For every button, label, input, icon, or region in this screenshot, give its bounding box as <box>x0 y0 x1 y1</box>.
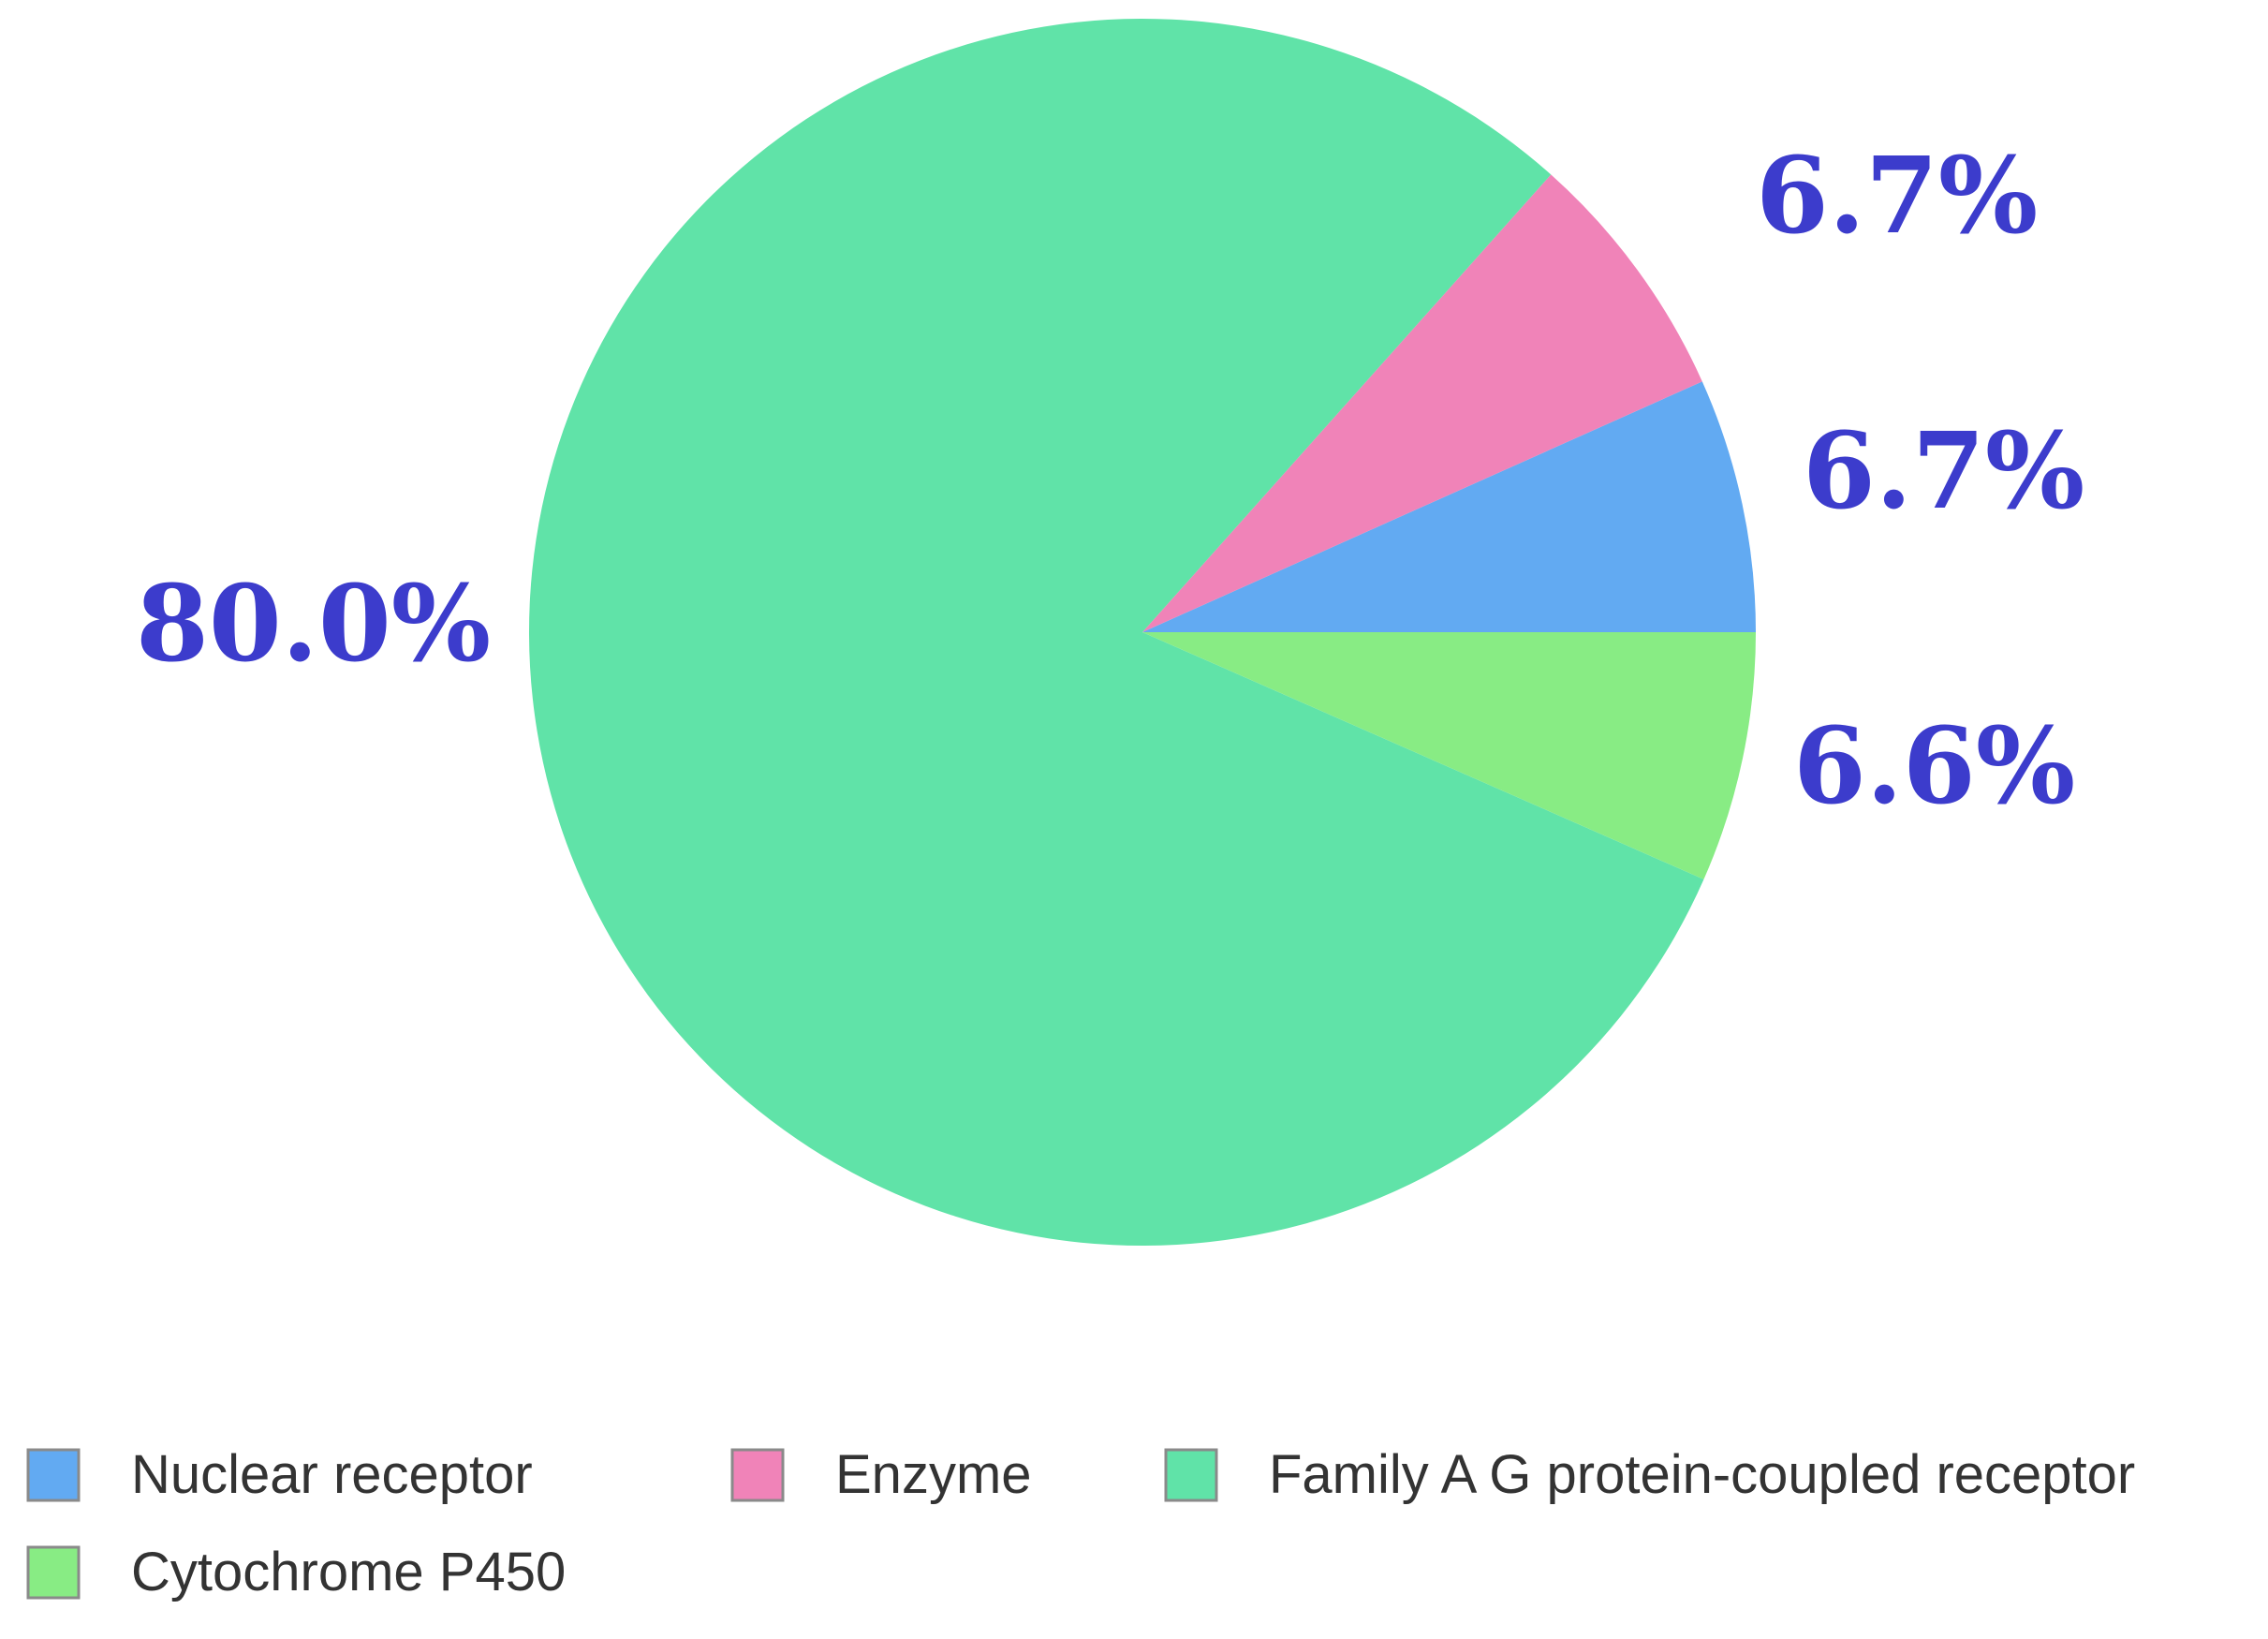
slice-labels: 6.7% 6.7% 80.0% 6.6% <box>136 135 2084 828</box>
slice-label-enzyme: 6.7% <box>1756 135 2038 258</box>
legend-swatch-family-a-g-protein-coupled-receptor <box>1164 1448 1218 1502</box>
legend-label-enzyme: Enzyme <box>835 1444 1032 1505</box>
legend-label-cytochrome-p450: Cytochrome P450 <box>131 1542 566 1602</box>
legend-swatch-enzyme <box>730 1448 785 1502</box>
pie-slice-cytochrome-p450 <box>1142 632 1756 879</box>
legend-swatch-nuclear-receptor <box>26 1448 81 1502</box>
slice-label-cytochrome-p450: 6.6% <box>1793 705 2075 828</box>
pie-slice-enzyme <box>1142 174 1702 632</box>
pie-slice-family-a-g-protein-coupled-receptor <box>528 18 1704 1246</box>
legend-label-nuclear-receptor: Nuclear receptor <box>131 1444 533 1505</box>
legend-item-cytochrome-p450: Cytochrome P450 <box>26 1542 566 1602</box>
legend-item-family-a-g-protein-coupled-receptor: Family A G protein-coupled receptor <box>1164 1444 2135 1505</box>
legend-label-family-a-g-protein-coupled-receptor: Family A G protein-coupled receptor <box>1269 1444 2135 1505</box>
slice-label-nuclear-receptor: 6.7% <box>1803 410 2084 533</box>
legend-swatch-cytochrome-p450 <box>26 1545 81 1600</box>
pie-slices <box>528 18 1756 1246</box>
legend: Nuclear receptor Enzyme Family A G protein… <box>26 1444 2135 1602</box>
legend-item-enzyme: Enzyme <box>730 1444 1032 1505</box>
legend-item-nuclear-receptor: Nuclear receptor <box>26 1444 533 1505</box>
slice-label-family-a-g-protein-coupled-receptor: 80.0% <box>136 563 491 686</box>
pie-slice-nuclear-receptor <box>1142 381 1756 632</box>
